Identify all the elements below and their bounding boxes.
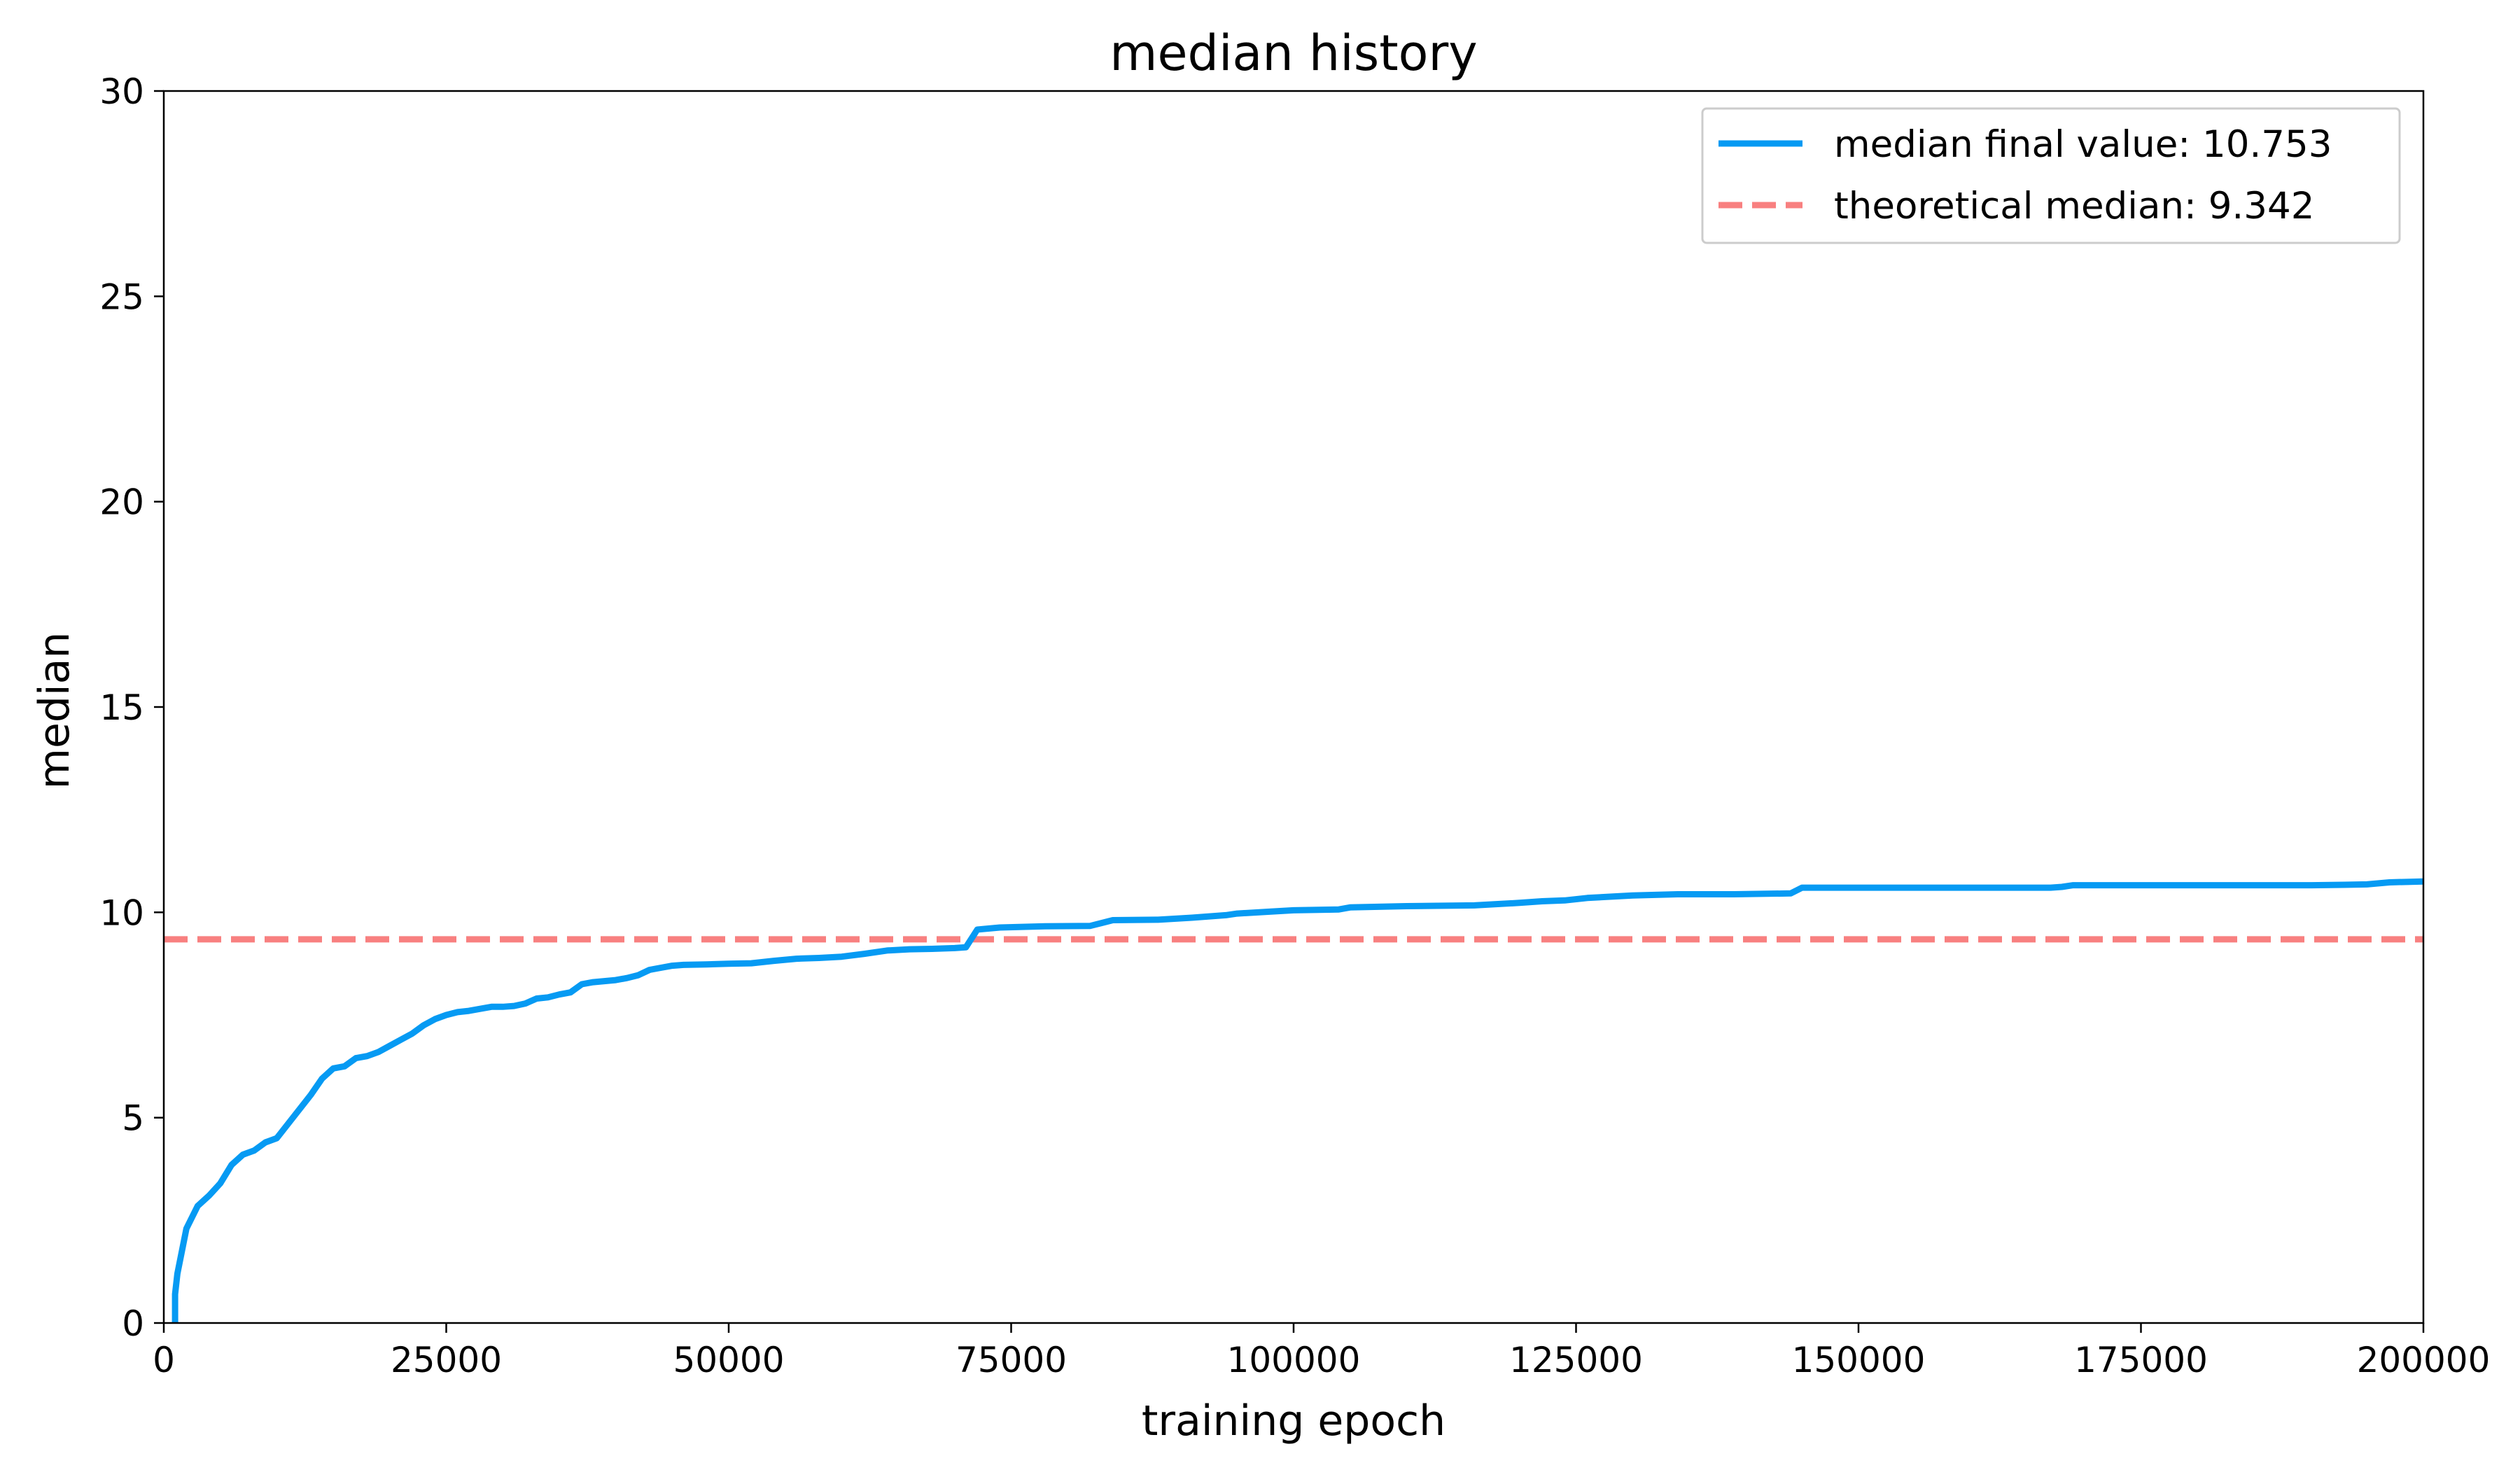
x-tick-label: 25000 [391,1340,502,1380]
legend-box [1701,107,2401,244]
x-tick-label: 50000 [673,1340,784,1380]
x-axis-label: training epoch [1142,1396,1446,1446]
x-tick-label: 150000 [1792,1340,1926,1380]
x-tick-label: 125000 [1509,1340,1643,1380]
y-tick-label: 25 [99,276,144,317]
y-tick-label: 20 [99,482,144,523]
y-axis-label: median [30,632,79,790]
x-tick-label: 175000 [2074,1340,2208,1380]
series-median-final-value-line [172,878,2423,1323]
y-tick-label: 10 [99,892,144,933]
legend: median final value: 10.753 theoretical m… [1701,107,2401,244]
y-tick-label: 30 [99,71,144,112]
x-tick-label: 100000 [1227,1340,1361,1380]
x-tick-label: 75000 [955,1340,1067,1380]
x-tick-label: 200000 [2357,1340,2491,1380]
legend-label-median-final-value: median final value: 10.753 [1834,123,2332,166]
axes-layer: 0 25000 50000 75000 100000 125000 150000 175000… [99,71,2490,1380]
y-tick-label: 5 [122,1098,144,1139]
series-layer [164,878,2423,1323]
x-tick-label: 0 [153,1340,175,1380]
chart-title: median history [1110,24,1477,82]
y-tick-label: 15 [99,687,144,728]
y-tick-label: 0 [122,1303,144,1344]
legend-label-theoretical-median: theoretical median: 9.342 [1834,185,2314,227]
